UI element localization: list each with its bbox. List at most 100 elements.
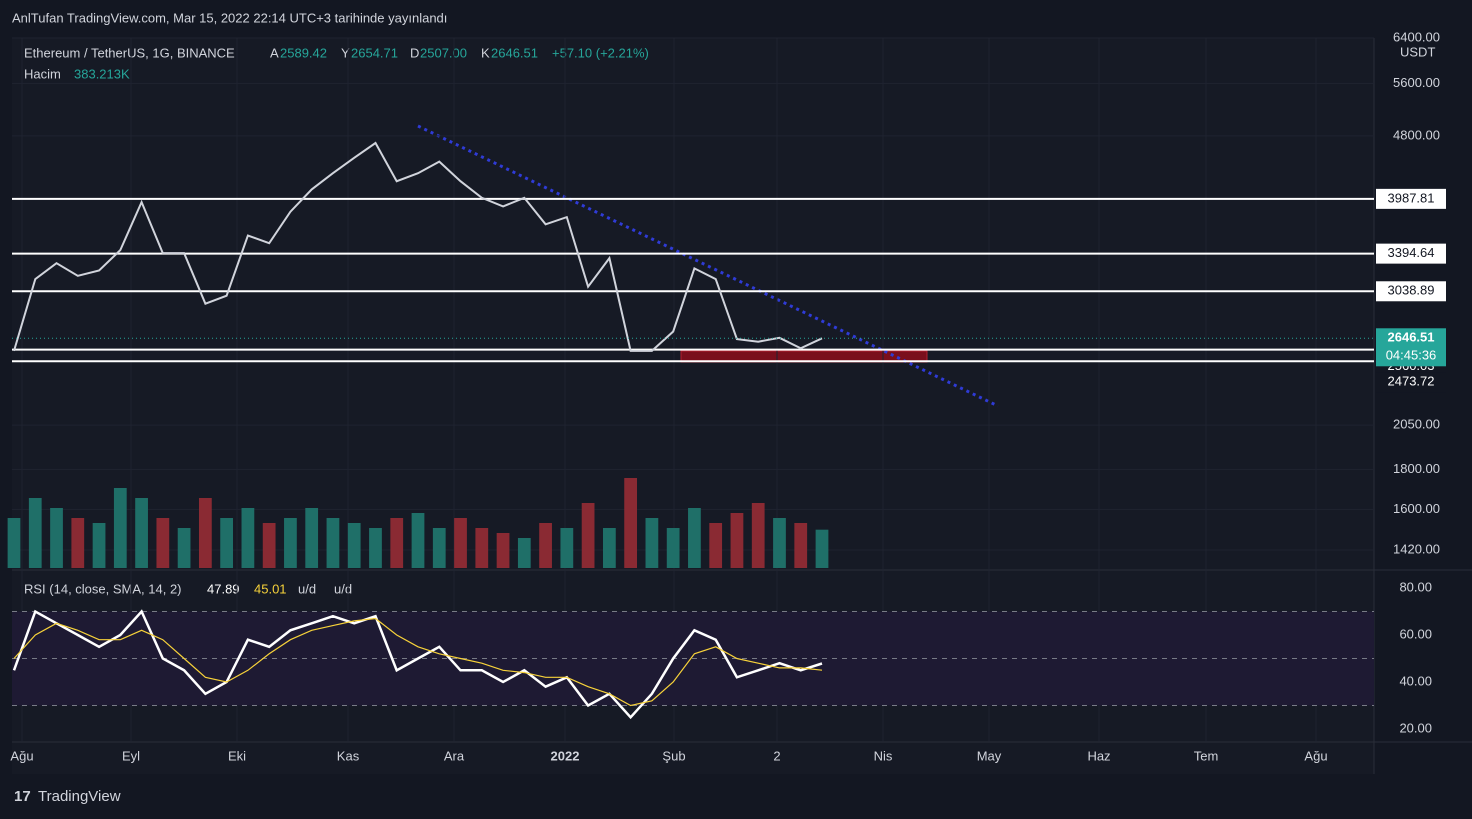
countdown: 04:45:36 (1386, 348, 1437, 363)
rsi-tick-label: 20.00 (1399, 720, 1432, 735)
change: +57.10 (+2.21%) (552, 45, 649, 60)
low: 2507.00 (420, 45, 467, 60)
volume-bar (709, 523, 723, 568)
volume-bar (305, 508, 319, 568)
volume-bar (135, 498, 148, 568)
volume-label: Hacim (24, 66, 61, 81)
y-tick-label: 4800.00 (1393, 127, 1440, 142)
volume-bar (262, 523, 276, 568)
volume-bar (390, 518, 404, 568)
close: 2646.51 (491, 45, 538, 60)
rsi-tick-label: 40.00 (1399, 673, 1432, 688)
y-tick-label: 1600.00 (1393, 501, 1440, 516)
volume-bar (156, 518, 170, 568)
level-label: 3987.81 (1388, 190, 1435, 205)
volume-bar (71, 518, 85, 568)
y-tick-label: 1420.00 (1393, 541, 1440, 556)
published: AnlTufan TradingView.com, Mar 15, 2022 2… (12, 10, 447, 25)
legend: Ethereum / TetherUS, 1G, BINANCE A 2589.… (24, 45, 649, 596)
volume-bar (624, 478, 638, 568)
volume-bar (730, 513, 744, 568)
rsi-value: 47.89 (207, 581, 240, 596)
x-tick-label: Eki (228, 748, 246, 763)
rsi-ud: u/d (298, 581, 316, 596)
level-tag (1376, 243, 1446, 264)
volume: 383.213K (74, 66, 130, 81)
volume-bar (411, 513, 425, 568)
x-tick-label: Kas (337, 748, 360, 763)
x-tick-label: Ağu (10, 748, 33, 763)
high-label: Y (341, 45, 350, 60)
volume-bar (560, 528, 574, 568)
currency: USDT (1400, 44, 1435, 59)
volume-bar (794, 523, 808, 568)
rsi-ud: u/d (334, 581, 352, 596)
volume-bar (241, 508, 255, 568)
close-label: K (481, 45, 490, 60)
volume-bar (92, 523, 106, 568)
rsi-line (13, 617, 823, 707)
open: 2589.42 (280, 45, 327, 60)
level-tag (1376, 188, 1446, 209)
x-tick-label: Haz (1087, 748, 1110, 763)
volume-bar (475, 528, 489, 568)
volume-bar (517, 538, 531, 568)
price-line (13, 141, 823, 352)
rsi-tick-label: 80.00 (1399, 579, 1432, 594)
level-tag (1376, 281, 1446, 302)
volume-bar (177, 528, 191, 568)
rsi-sma: 45.01 (254, 581, 287, 596)
volume-bar (688, 508, 701, 568)
volume-bar (581, 503, 595, 568)
x-tick-label: Nis (874, 748, 893, 763)
last-price-label: 2646.51 (1388, 330, 1435, 345)
x-tick-label: Eyl (122, 748, 140, 763)
level-label: 3038.89 (1388, 283, 1435, 298)
volume-bar (7, 518, 21, 568)
volume-bar (50, 508, 63, 568)
symbol: Ethereum / TetherUS, 1G, BINANCE (24, 45, 235, 60)
volume-bar (496, 533, 510, 568)
y-tick-label: 5600.00 (1393, 75, 1440, 90)
volume-bar (773, 518, 786, 568)
open-label: A (270, 45, 279, 60)
x-tick-label: Ağu (1304, 748, 1327, 763)
volume-bar (369, 528, 382, 568)
volume-bar (815, 529, 829, 568)
rsi-tick-label: 60.00 (1399, 626, 1432, 641)
volume-bar (198, 498, 212, 568)
volume-bar (28, 498, 42, 568)
volume-bar (645, 518, 659, 568)
volume-bar (751, 503, 765, 568)
rsi-title: RSI (14, close, SMA, 14, 2) (24, 581, 182, 596)
x-tick-label: Şub (662, 748, 685, 763)
trendline (417, 124, 999, 408)
y-tick-label: 1800.00 (1393, 461, 1440, 476)
x-tick-label: May (977, 748, 1002, 763)
footer-brand: TradingView (38, 788, 121, 805)
volume-bar (220, 518, 234, 568)
x-tick-label: Ara (444, 748, 465, 763)
logo: 17 (14, 788, 31, 805)
last-price-tag (1376, 328, 1446, 367)
volume-bar (454, 518, 467, 568)
low-label: D (410, 45, 419, 60)
volume-bar (432, 528, 446, 568)
volume-bar (113, 488, 127, 568)
high: 2654.71 (351, 45, 398, 60)
x-tick-label: 2022 (551, 748, 580, 763)
rsi-line (12, 609, 823, 720)
volume-bar (602, 528, 616, 568)
y-tick-label: 6400.00 (1393, 29, 1440, 44)
x-tick-label: 2 (773, 748, 780, 763)
y-tick-label: 2050.00 (1393, 417, 1440, 432)
volume-bar (539, 523, 552, 568)
x-tick-label: Tem (1194, 748, 1219, 763)
volume-bar (326, 518, 340, 568)
volume-bar (284, 518, 297, 568)
level-tag (1376, 372, 1446, 393)
level-label: 3394.64 (1388, 245, 1435, 260)
volume-bar (347, 523, 361, 568)
level-label: 2473.72 (1388, 374, 1435, 389)
